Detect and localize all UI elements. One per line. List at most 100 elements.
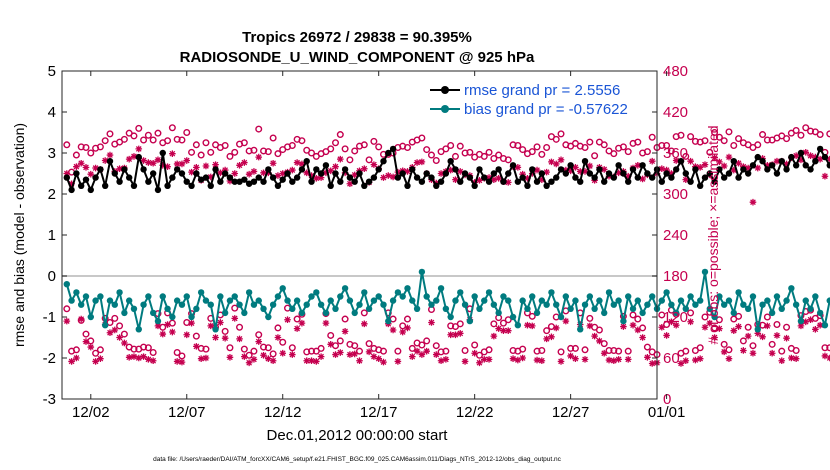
bias-data-point — [519, 297, 526, 304]
obs-assimilated-marker — [807, 152, 814, 160]
rmse-data-point — [759, 158, 766, 165]
obs-possible-marker — [802, 124, 810, 132]
legend: rmse grand pr = 2.5556 bias grand pr = -… — [425, 78, 652, 120]
bias-data-point — [169, 313, 176, 321]
obs-possible-marker — [466, 148, 474, 156]
bias-data-point — [553, 301, 560, 308]
obs-possible-marker — [778, 347, 786, 355]
obs-assimilated-marker — [596, 337, 603, 345]
rmse-data-point — [481, 174, 488, 181]
bias-data-point — [485, 289, 493, 296]
obs-possible-marker — [240, 345, 248, 353]
obs-possible-marker — [346, 156, 354, 164]
bias-data-point — [529, 293, 536, 300]
obs-assimilated-marker — [217, 319, 224, 326]
obs-assimilated-marker — [807, 316, 814, 324]
obs-assimilated-marker — [533, 166, 541, 174]
obs-assimilated-marker — [116, 165, 123, 173]
bias-data-point — [236, 301, 243, 308]
obs-possible-marker — [379, 347, 387, 355]
obs-assimilated-marker — [73, 163, 80, 170]
obs-possible-marker — [586, 138, 594, 146]
obs-assimilated-marker — [193, 343, 200, 350]
obs-possible-marker — [240, 139, 248, 147]
obs-possible-marker — [264, 344, 272, 352]
rmse-data-point — [77, 182, 85, 189]
rmse-data-point — [289, 178, 296, 185]
bias-data-point — [217, 293, 224, 300]
obs-possible-marker — [725, 128, 733, 136]
x-tick-label: 12/27 — [552, 404, 590, 421]
bias-data-point — [413, 305, 421, 312]
obs-assimilated-marker — [418, 351, 426, 358]
obs-possible-marker — [658, 141, 666, 149]
obs-possible-marker — [591, 152, 599, 160]
bias-data-point — [423, 293, 430, 300]
obs-assimilated-marker — [92, 358, 99, 365]
obs-assimilated-marker — [428, 319, 435, 326]
obs-assimilated-marker — [293, 325, 301, 332]
obs-possible-marker — [456, 320, 464, 328]
bias-data-point — [87, 313, 94, 321]
obs-assimilated-marker — [236, 162, 243, 169]
obs-assimilated-marker — [346, 180, 354, 188]
rmse-data-point — [428, 174, 435, 181]
rmse-data-point — [577, 178, 584, 185]
obs-assimilated-marker — [764, 162, 771, 169]
obs-possible-marker — [471, 341, 479, 349]
obs-assimilated-marker — [135, 145, 143, 153]
obs-possible-marker — [183, 128, 191, 136]
bias-data-point — [730, 309, 737, 317]
obs-assimilated-marker — [188, 168, 195, 176]
obs-assimilated-marker — [600, 349, 608, 357]
bias-data-point — [418, 268, 426, 276]
rmse-data-point — [639, 162, 646, 169]
rmse-data-point — [308, 178, 315, 185]
bias-data-point — [562, 293, 570, 300]
bias-data-point — [250, 301, 258, 308]
obs-possible-marker — [687, 309, 695, 317]
obs-possible-marker — [759, 131, 767, 139]
bias-data-point — [759, 301, 766, 308]
obs-assimilated-marker — [384, 172, 392, 179]
obs-assimilated-marker — [456, 168, 464, 175]
obs-possible-marker — [528, 148, 536, 156]
obs-possible-marker — [255, 331, 263, 339]
bias-data-point — [380, 301, 387, 308]
legend-rmse-marker — [441, 86, 449, 94]
obs-possible-marker — [581, 144, 589, 152]
rmse-data-point — [193, 170, 200, 177]
obs-possible-marker — [365, 156, 373, 164]
chart-title-line1: Tropics 26972 / 29838 = 90.395% — [242, 29, 472, 46]
obs-assimilated-marker — [241, 159, 248, 166]
rmse-data-point — [245, 180, 253, 187]
obs-assimilated-marker — [337, 155, 344, 163]
rmse-data-point — [788, 153, 795, 161]
obs-possible-marker — [327, 145, 335, 153]
obs-assimilated-marker — [586, 162, 594, 170]
obs-possible-marker — [509, 346, 517, 354]
obs-assimilated-marker — [250, 356, 258, 363]
obs-possible-marker — [202, 345, 210, 353]
rmse-data-point — [538, 170, 546, 177]
obs-assimilated-marker — [792, 355, 800, 362]
obs-assimilated-marker — [221, 334, 229, 342]
obs-possible-marker — [792, 346, 800, 354]
bias-data-point — [346, 297, 354, 304]
rmse-data-point — [692, 166, 699, 173]
obs-assimilated-marker — [159, 330, 167, 338]
obs-possible-marker — [178, 136, 186, 144]
obs-possible-marker — [87, 337, 95, 345]
obs-possible-marker — [418, 134, 426, 142]
obs-possible-marker — [341, 145, 349, 153]
rmse-data-point — [562, 170, 570, 177]
bias-data-point — [754, 326, 761, 333]
obs-possible-marker — [92, 349, 100, 357]
obs-possible-marker — [293, 315, 301, 323]
bias-data-point — [433, 297, 440, 304]
bias-data-point — [298, 309, 306, 317]
y-axis-left-label: rmse and bias (model - observation) — [11, 123, 27, 347]
obs-possible-marker — [255, 125, 263, 133]
rmse-data-point — [543, 182, 550, 189]
obs-assimilated-marker — [68, 358, 75, 365]
